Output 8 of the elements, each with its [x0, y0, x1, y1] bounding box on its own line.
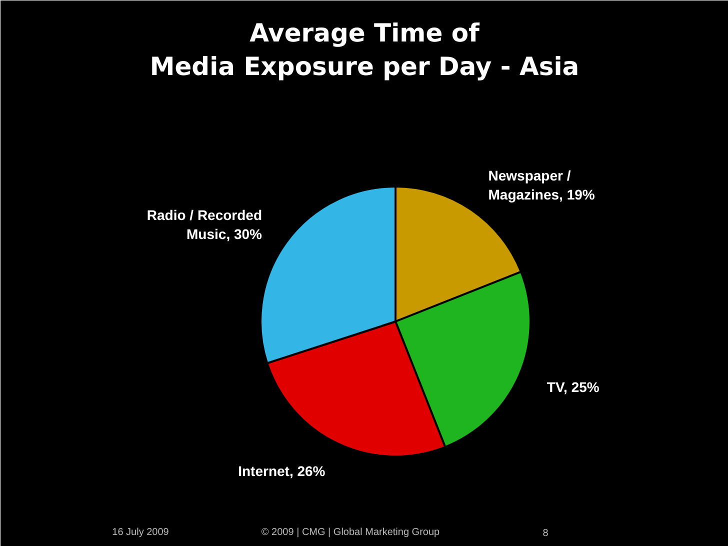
chart-title: Average Time of Media Exposure per Day - Asia — [150, 18, 580, 81]
text: 16 July 2009 — [112, 527, 170, 538]
text: © 2009 | CMG | Global Marketing Group — [261, 527, 440, 538]
slice-label: Radio / Recorded Music, 30% — [146, 206, 263, 242]
slice-label: Internet, 26% — [238, 462, 326, 479]
slice-label: Newspaper / Magazines, 19% — [488, 167, 596, 203]
slice-label: TV, 25% — [546, 379, 600, 396]
text: 8 — [542, 528, 549, 539]
